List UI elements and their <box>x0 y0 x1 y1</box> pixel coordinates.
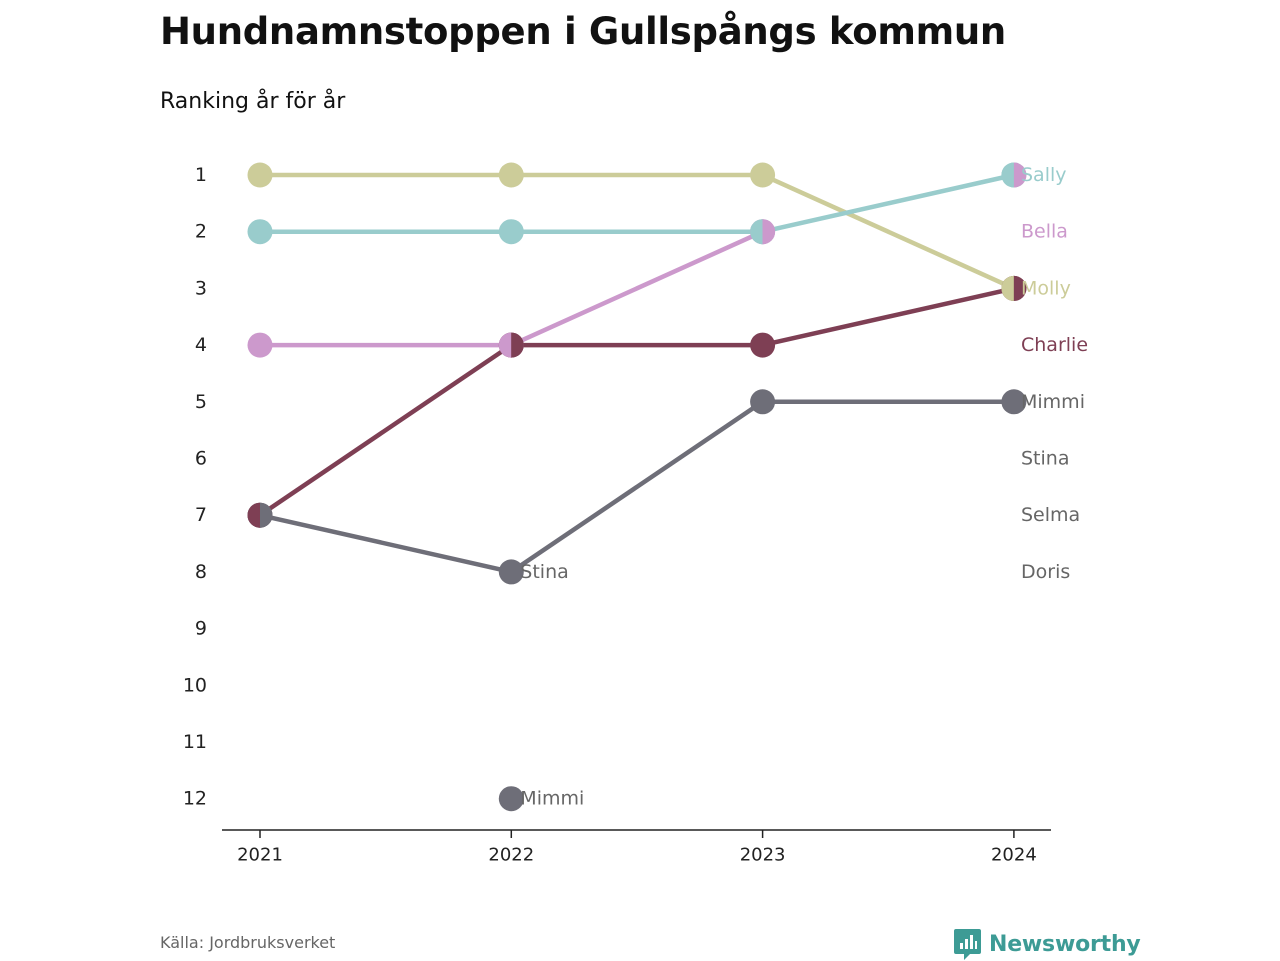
series-line-sally <box>257 172 1017 234</box>
tie-marker-right <box>511 332 524 358</box>
chart-title: Hundnamnstoppen i Gullspångs kommun <box>160 10 1006 53</box>
series-marker-molly <box>750 162 776 188</box>
end-label-mimmi: Mimmi <box>1021 391 1085 413</box>
x-tick-label: 2023 <box>740 845 786 866</box>
newsworthy-logo-icon <box>954 928 981 960</box>
y-tick-label: 1 <box>195 164 207 186</box>
end-label-charlie: Charlie <box>1021 334 1088 356</box>
series-marker-mimmi <box>498 559 524 585</box>
annotation-label-mimmi: Mimmi <box>520 788 584 810</box>
y-tick-label: 3 <box>195 277 207 299</box>
series-marker-sally <box>498 219 524 245</box>
end-label-sally: Sally <box>1021 164 1067 186</box>
series-marker-molly <box>498 162 524 188</box>
end-label-bella: Bella <box>1021 221 1068 243</box>
tie-marker-right <box>1013 162 1027 188</box>
y-tick-label: 7 <box>195 504 207 526</box>
chart-subtitle: Ranking år för år <box>160 89 346 114</box>
brand-name: Newsworthy <box>989 931 1141 957</box>
y-tick-label: 5 <box>195 391 207 413</box>
tie-marker-right <box>762 219 776 245</box>
series-marker-bella <box>247 332 273 358</box>
source-note: Källa: Jordbruksverket <box>160 933 336 952</box>
series-line-charlie <box>257 286 1017 518</box>
x-tick-label: 2021 <box>237 845 283 866</box>
annotation-label-stina: Stina <box>520 561 568 583</box>
tie-marker-left <box>1001 275 1014 301</box>
newsworthy-logo: Newsworthy <box>954 927 1141 961</box>
tie-marker-left <box>750 219 763 245</box>
tie-marker-right <box>260 502 273 528</box>
y-tick-label: 11 <box>183 731 207 753</box>
end-label-doris: Doris <box>1021 561 1070 583</box>
tie-marker-left <box>247 502 260 528</box>
series-marker-sally <box>247 219 273 245</box>
y-tick-label: 10 <box>183 674 207 696</box>
y-tick-label: 8 <box>195 561 207 583</box>
series-marker-molly <box>247 162 273 188</box>
series-marker-charlie <box>750 332 776 358</box>
series-line-mimmi <box>257 399 1017 575</box>
series-marker-mimmi <box>1001 389 1027 415</box>
end-label-selma: Selma <box>1021 504 1080 526</box>
end-label-molly: Molly <box>1021 277 1071 299</box>
y-tick-label: 12 <box>183 788 207 810</box>
y-tick-label: 9 <box>195 618 207 640</box>
y-tick-label: 4 <box>195 334 207 356</box>
y-tick-label: 2 <box>195 221 207 243</box>
series-marker-mimmi <box>750 389 776 415</box>
x-tick-label: 2022 <box>488 845 534 866</box>
tie-marker-left <box>498 332 512 358</box>
series-line-bella <box>257 229 765 348</box>
y-tick-label: 6 <box>195 448 207 470</box>
series-marker-mimmi <box>498 786 524 812</box>
tie-marker-left <box>1001 162 1014 188</box>
end-label-stina: Stina <box>1021 448 1069 470</box>
series-line-molly <box>257 172 1017 291</box>
x-tick-label: 2024 <box>991 845 1037 866</box>
tie-marker-right <box>1013 275 1027 301</box>
